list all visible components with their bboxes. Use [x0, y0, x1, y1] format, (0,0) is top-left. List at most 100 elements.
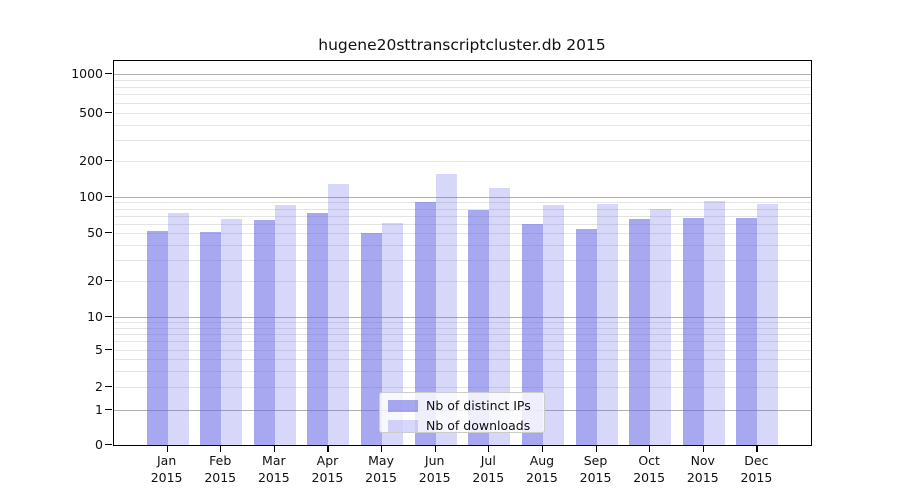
x-tick-mark [166, 446, 168, 452]
y-tick-label: 500 [79, 104, 103, 120]
gridline-minor [114, 86, 811, 88]
gridline-minor [114, 161, 811, 162]
plot-area [113, 60, 812, 446]
bar-downloads [328, 184, 350, 445]
legend-item-downloads: Nb of downloads [380, 417, 544, 435]
bar-downloads [757, 203, 779, 445]
y-tick-mark [105, 73, 112, 75]
y-tick-mark [105, 280, 112, 282]
bar-distinct-ips [629, 218, 651, 445]
gridline-minor [114, 233, 811, 234]
y-tick-label: 10 [87, 308, 103, 324]
bar-downloads [167, 213, 189, 445]
y-tick-mark [105, 409, 112, 411]
y-tick-label: 50 [87, 224, 103, 240]
y-tick-label: 100 [79, 188, 103, 204]
x-tick-label-month: Nov [690, 453, 715, 468]
x-tick-label-month: Feb [209, 453, 232, 468]
bar-distinct-ips [361, 233, 383, 445]
y-tick-label: 200 [79, 152, 103, 168]
x-tick-label-year: 2015 [257, 470, 290, 485]
gridline-minor [114, 281, 811, 282]
gridline-major [114, 317, 811, 318]
x-tick-label-month: Jul [480, 453, 496, 468]
y-tick-label: 20 [87, 272, 103, 288]
chart-title: hugene20sttranscriptcluster.db 2015 [318, 36, 606, 54]
bar-distinct-ips [414, 202, 436, 445]
bar-downloads [274, 205, 296, 445]
gridline-major [114, 197, 811, 198]
x-tick-label-year: 2015 [526, 470, 558, 485]
y-tick-mark [105, 112, 112, 114]
bar-downloads [703, 201, 725, 445]
gridline-minor [114, 327, 811, 329]
x-tick-label-month: Dec [744, 453, 769, 468]
x-tick-label-month: Jun [424, 453, 445, 468]
bar-distinct-ips [575, 229, 597, 445]
x-tick-label-year: 2015 [633, 470, 666, 485]
gridline-minor [114, 208, 811, 210]
bar-downloads [650, 208, 672, 445]
x-tick-mark [220, 446, 222, 452]
x-tick-label-year: 2015 [311, 470, 344, 485]
x-tick-label-year: 2015 [418, 470, 451, 485]
legend-label: Nb of downloads [426, 418, 531, 433]
gridline-minor [114, 387, 811, 388]
x-tick-label-year: 2015 [204, 470, 237, 485]
legend-swatch [388, 420, 418, 432]
x-tick-label-month: May [368, 453, 394, 468]
bar-downloads [382, 222, 404, 445]
bar-distinct-ips [468, 209, 490, 445]
bar-distinct-ips [200, 231, 222, 445]
legend: Nb of distinct IPs Nb of downloads [379, 392, 545, 433]
bar-distinct-ips [307, 213, 329, 445]
bar-distinct-ips [736, 217, 758, 445]
x-tick-label-month: Apr [316, 453, 339, 468]
bar-downloads [221, 218, 243, 445]
x-tick-mark [381, 446, 383, 452]
gridline-minor [114, 113, 811, 114]
bar-distinct-ips [682, 217, 704, 445]
x-tick-mark [702, 446, 704, 452]
x-tick-mark [595, 446, 597, 452]
x-tick-label-month: Mar [262, 453, 286, 468]
x-tick-mark [273, 446, 276, 452]
y-tick-mark [105, 444, 112, 446]
gridline-minor [114, 94, 811, 96]
legend-swatch [388, 400, 418, 412]
gridline-minor [114, 215, 811, 217]
bar-downloads [489, 188, 511, 445]
legend-item-distinct-ips: Nb of distinct IPs [380, 397, 544, 415]
x-tick-label-month: Jan [156, 453, 177, 468]
y-tick-label: 1 [95, 401, 103, 417]
y-tick-mark [105, 386, 112, 388]
y-tick-mark [105, 160, 112, 162]
x-tick-label-month: Oct [638, 453, 660, 468]
gridline-minor [114, 370, 811, 372]
y-tick-mark [105, 316, 112, 318]
x-tick-label-year: 2015 [150, 470, 183, 485]
x-tick-mark [488, 446, 490, 452]
gridline-minor [114, 139, 811, 141]
x-tick-label-year: 2015 [579, 470, 612, 485]
gridline-minor [114, 259, 811, 261]
gridline-minor [114, 79, 811, 81]
y-tick-label: 0 [95, 436, 103, 452]
gridline-minor [114, 223, 811, 225]
x-tick-label-year: 2015 [472, 470, 505, 485]
bar-distinct-ips [253, 220, 275, 445]
gridline-minor [114, 202, 811, 204]
x-tick-label-year: 2015 [365, 470, 397, 485]
x-tick-mark [756, 446, 758, 452]
gridline-minor [114, 244, 811, 246]
bar-downloads [435, 174, 457, 445]
gridline-minor [114, 124, 811, 126]
x-tick-label-month: Aug [529, 453, 555, 468]
y-tick-label: 5 [95, 341, 103, 357]
gridline-minor [114, 350, 811, 351]
x-tick-label-year: 2015 [740, 470, 773, 485]
y-tick-mark [105, 196, 112, 198]
gridline-major [114, 74, 811, 75]
x-tick-mark [434, 446, 436, 452]
x-tick-mark [327, 446, 329, 452]
